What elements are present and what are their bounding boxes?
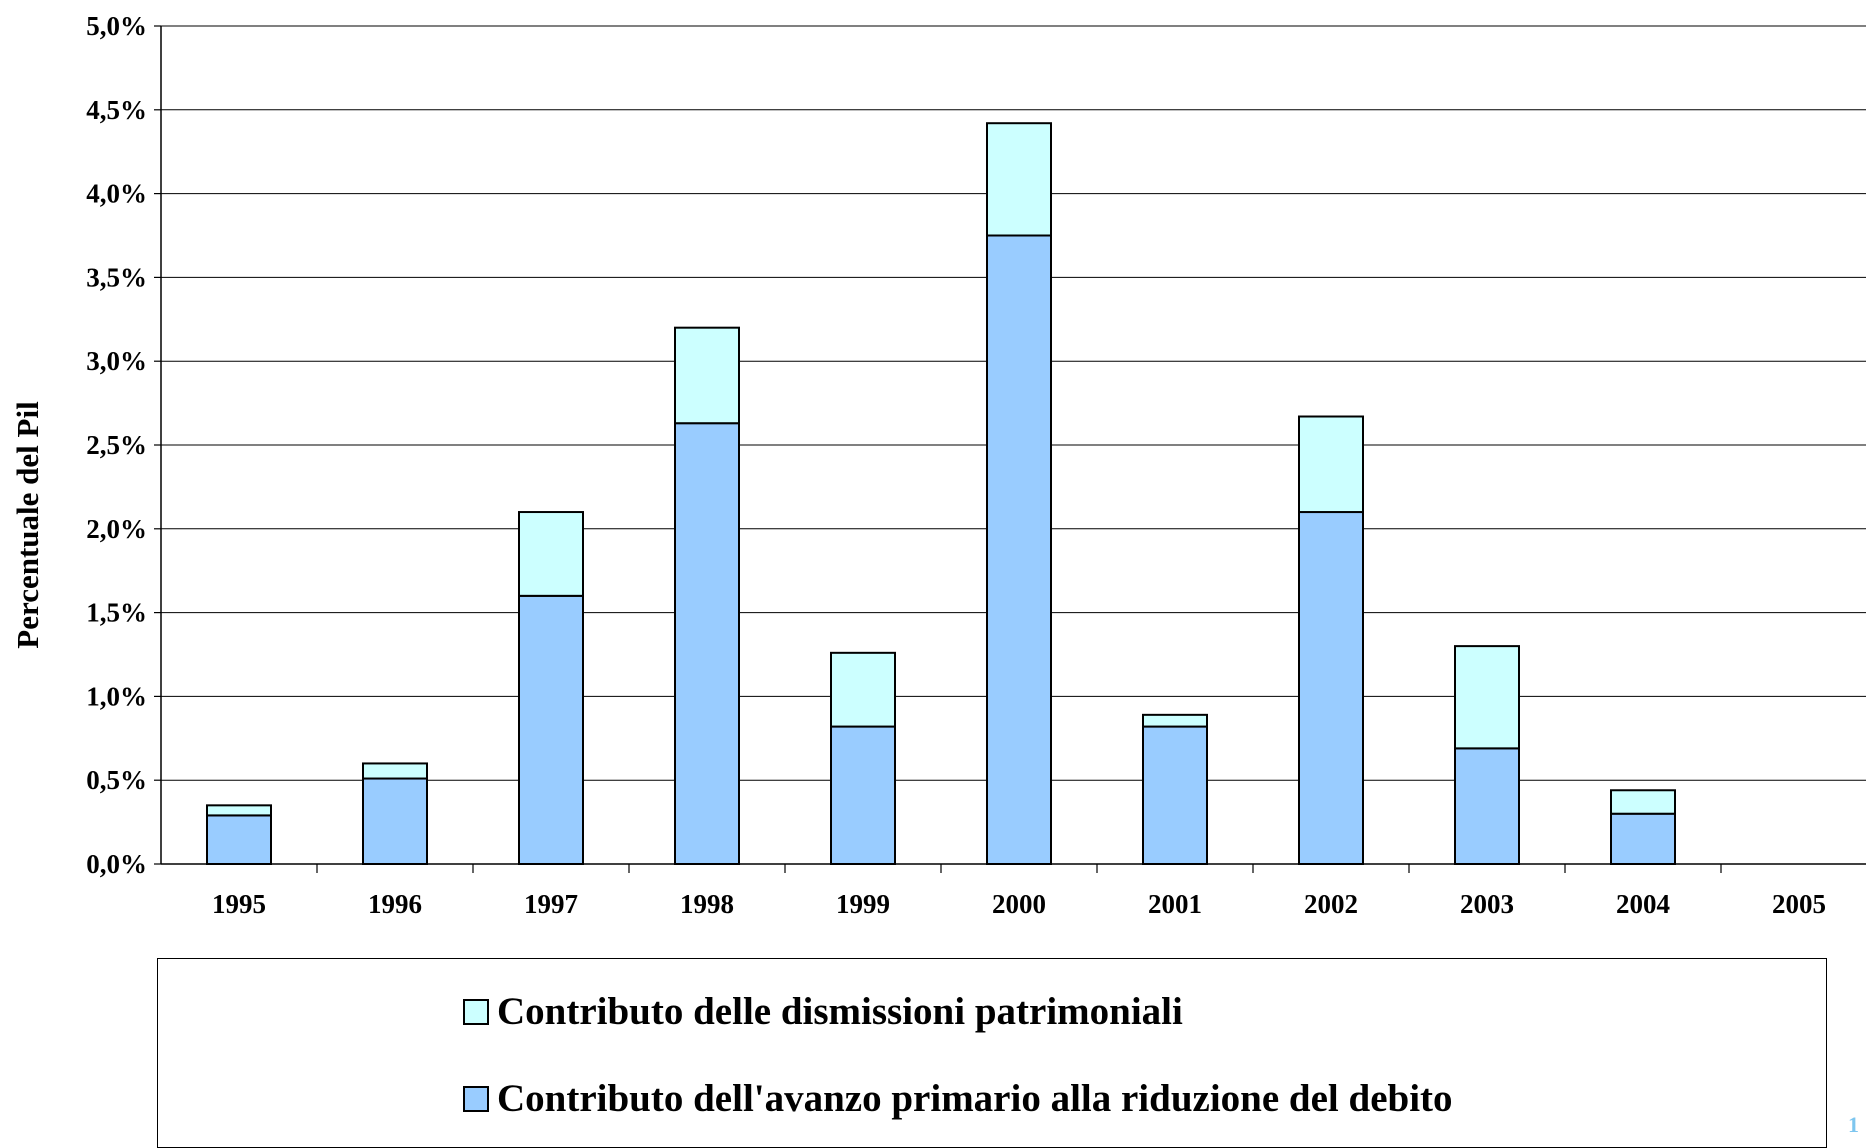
bar-avanzo-primario bbox=[674, 422, 740, 865]
legend-swatch-avanzo-primario bbox=[463, 1085, 489, 1112]
bar-dismissioni bbox=[206, 804, 272, 817]
y-tick-label: 0,5% bbox=[86, 765, 147, 795]
page-number: 1 bbox=[1848, 1112, 1859, 1137]
y-tick-label: 3,0% bbox=[86, 346, 147, 376]
x-tick-labels: 1995 1996 1997 1998 1999 2000 2001 2002 2003 2004… bbox=[212, 889, 1826, 919]
x-tick-label: 1995 bbox=[212, 889, 266, 919]
x-tick-label: 1999 bbox=[836, 889, 890, 919]
y-tick-label: 2,5% bbox=[86, 430, 147, 460]
y-tick-label: 5,0% bbox=[86, 11, 147, 41]
x-tick-label: 2002 bbox=[1304, 889, 1358, 919]
legend-item-dismissioni: Contributo delle dismissioni patrimonial… bbox=[463, 989, 1183, 1034]
legend-label-avanzo-primario: Contributo dell'avanzo primario alla rid… bbox=[497, 1077, 1453, 1120]
bar-avanzo-primario bbox=[1142, 725, 1208, 865]
x-tick-label: 2001 bbox=[1148, 889, 1202, 919]
y-tick-label: 3,5% bbox=[86, 262, 147, 292]
bar-avanzo-primario bbox=[362, 777, 428, 865]
bar-dismissioni bbox=[518, 511, 584, 597]
x-tick-label: 2000 bbox=[992, 889, 1046, 919]
y-tick-label: 1,0% bbox=[86, 681, 147, 711]
legend-label-dismissioni: Contributo delle dismissioni patrimonial… bbox=[497, 990, 1183, 1033]
bar-avanzo-primario bbox=[518, 594, 584, 866]
legend-item-avanzo-primario: Contributo dell'avanzo primario alla rid… bbox=[463, 1076, 1453, 1121]
y-tick-label: 4,5% bbox=[86, 95, 147, 125]
bar-avanzo-primario bbox=[1454, 747, 1520, 866]
y-tick-label: 2,0% bbox=[86, 514, 147, 544]
x-tick-label: 1997 bbox=[524, 889, 578, 919]
bar-avanzo-primario bbox=[206, 814, 272, 865]
x-tick-label: 1998 bbox=[680, 889, 734, 919]
y-tick-label: 0,0% bbox=[86, 849, 147, 879]
bar-dismissioni bbox=[1610, 789, 1676, 815]
x-tick-label: 2004 bbox=[1616, 889, 1670, 919]
x-tick-label: 1996 bbox=[368, 889, 422, 919]
bar-dismissioni bbox=[1298, 415, 1364, 514]
bar-dismissioni bbox=[674, 326, 740, 425]
bar-avanzo-primario bbox=[1610, 812, 1676, 865]
bar-dismissioni bbox=[1142, 713, 1208, 728]
bar-avanzo-primario bbox=[986, 234, 1052, 865]
axes bbox=[154, 25, 1866, 873]
bar-dismissioni bbox=[1454, 645, 1520, 750]
y-tick-label: 4,0% bbox=[86, 179, 147, 209]
bar-dismissioni bbox=[362, 762, 428, 780]
y-tick-labels: 0,0% 0,5% 1,0% 1,5% 2,0% 2,5% 3,0% 3,5% 4,0% 4,5%… bbox=[86, 11, 147, 879]
bar-dismissioni bbox=[986, 122, 1052, 237]
x-tick-label: 2003 bbox=[1460, 889, 1514, 919]
x-tick-label: 2005 bbox=[1772, 889, 1826, 919]
legend-swatch-dismissioni bbox=[463, 998, 489, 1025]
legend: Contributo delle dismissioni patrimonial… bbox=[157, 958, 1827, 1148]
bar-dismissioni bbox=[830, 651, 896, 728]
bars bbox=[206, 122, 1676, 866]
y-axis-label: Percentuale del Pil bbox=[10, 401, 45, 649]
bar-avanzo-primario bbox=[830, 725, 896, 865]
y-tick-label: 1,5% bbox=[86, 598, 147, 628]
bar-avanzo-primario bbox=[1298, 511, 1364, 865]
